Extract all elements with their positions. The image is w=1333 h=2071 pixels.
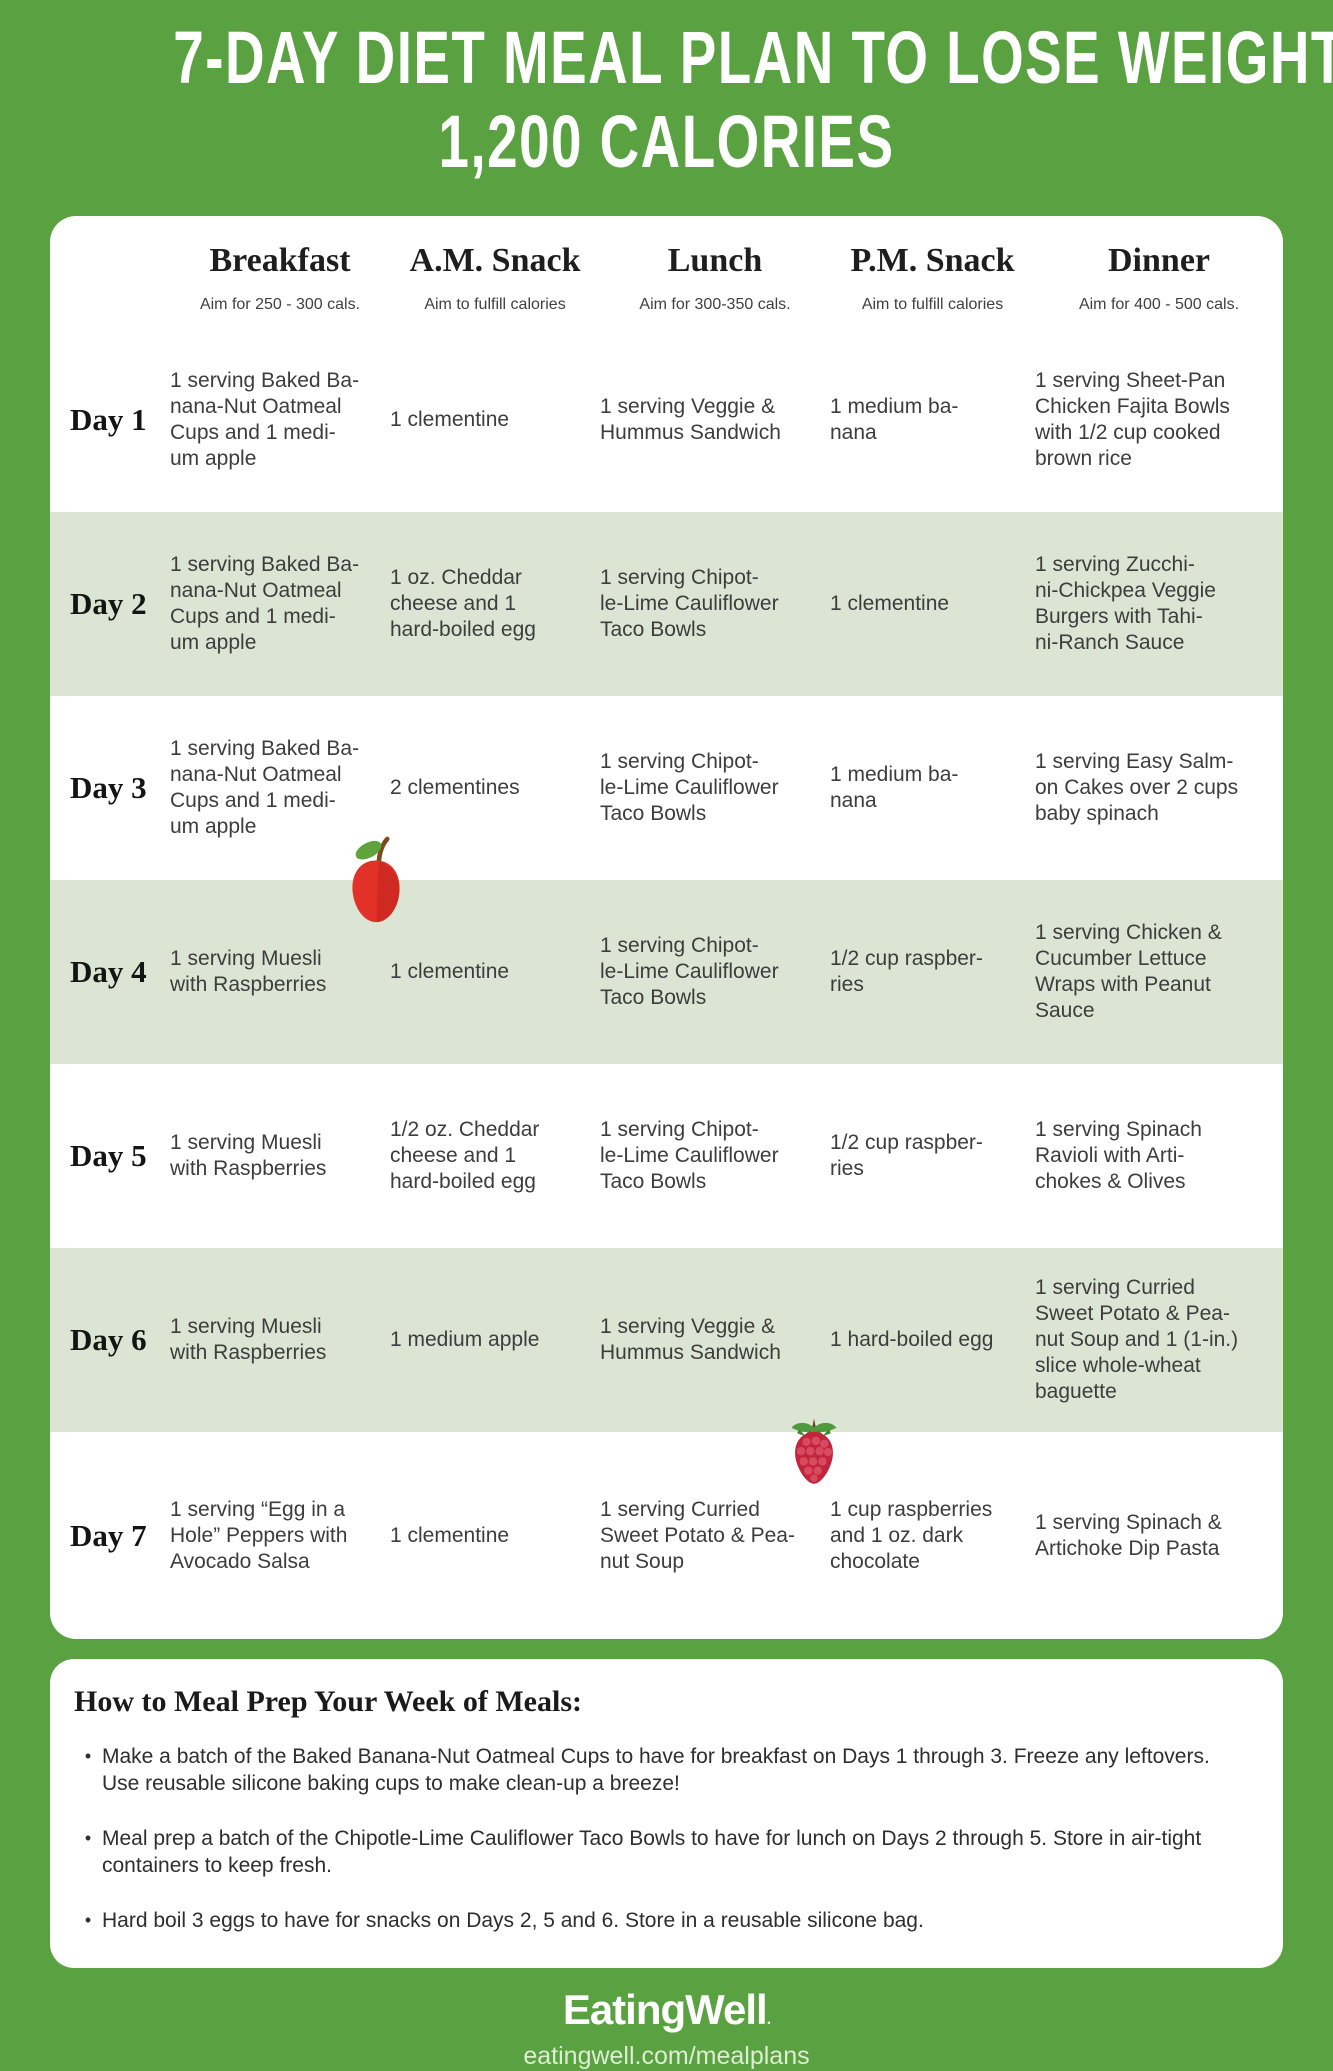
meal-cell-am-snack: 2 clementines (390, 776, 520, 799)
bullet-icon: • (84, 1910, 92, 1930)
day-label: Day 3 (70, 770, 147, 805)
column-subtext: Aim for 300-350 cals. (639, 296, 791, 313)
meal-cell-breakfast: 1 serving Muesli with Raspberries (170, 1131, 327, 1180)
meal-cell-pm-snack: 1 cup raspberries and 1 oz. dark chocola… (830, 1497, 993, 1573)
meal-cell-breakfast: 1 serving Baked Ba- nana-Nut Oatmeal Cup… (170, 553, 360, 654)
column-header-dinner: Dinner Aim for 400 - 500 cals. (1035, 242, 1283, 314)
meal-cell-am-snack: 1 clementine (390, 1523, 510, 1547)
meal-cell-pm-snack: 1 clementine (830, 592, 950, 615)
logo-mark: . (766, 2011, 772, 2028)
meal-cell-am-snack: 1 oz. Cheddar cheese and 1 hard-boiled e… (390, 566, 536, 641)
table-row-day-5: Day 5 1 serving Muesli with Raspberries … (50, 1064, 1283, 1248)
meal-prep-tip: Meal prep a batch of the Chipotle-Lime C… (102, 1827, 1202, 1877)
meal-cell-am-snack: 1 clementine (390, 408, 510, 431)
day-label: Day 1 (70, 402, 147, 437)
table-row-day-7: Day 7 1 serving “Egg in a Hole” Peppers … (50, 1432, 1283, 1639)
footer: EatingWell. eatingwell.com/mealplans (0, 1986, 1333, 2071)
table-row-day-4: Day 4 1 serving Muesli with Raspberries … (50, 880, 1283, 1064)
meal-cell-lunch: 1 serving Chipot- le-Lime Cauliflower Ta… (600, 566, 779, 641)
meal-cell-dinner: 1 serving Zucchi- ni-Chickpea Veggie Bur… (1035, 553, 1216, 654)
meal-cell-lunch: 1 serving Veggie & Hummus Sandwich (600, 1315, 781, 1364)
page-title-line-2: 1,200 CALORIES (438, 100, 895, 183)
meal-prep-list: • Make a batch of the Baked Banana-Nut O… (74, 1743, 1247, 1934)
meal-prep-tip: Hard boil 3 eggs to have for snacks on D… (102, 1909, 924, 1932)
meal-prep-heading: How to Meal Prep Your Week of Meals: (74, 1685, 582, 1718)
meal-cell-breakfast: 1 serving Muesli with Raspberries (170, 1315, 327, 1364)
meal-prep-tip: Make a batch of the Baked Banana-Nut Oat… (102, 1745, 1210, 1795)
meal-cell-dinner: 1 serving Easy Salm- on Cakes over 2 cup… (1035, 750, 1239, 825)
meal-plan-table: Breakfast Aim for 250 - 300 cals. A.M. S… (50, 216, 1283, 1639)
page-title-line-1: 7-DAY DIET MEAL PLAN TO LOSE WEIGHT: (173, 16, 1333, 99)
table-header-row: Breakfast Aim for 250 - 300 cals. A.M. S… (50, 216, 1283, 328)
meal-cell-dinner: 1 serving Spinach & Artichoke Dip Pasta (1035, 1510, 1222, 1560)
meal-cell-breakfast: 1 serving Baked Ba- nana-Nut Oatmeal Cup… (170, 737, 360, 838)
day-label: Day 6 (70, 1322, 147, 1357)
meal-prep-section: How to Meal Prep Your Week of Meals: • M… (50, 1659, 1283, 1968)
column-header-breakfast: Breakfast Aim for 250 - 300 cals. (170, 242, 390, 314)
raspberry-icon (791, 1418, 837, 1484)
meal-cell-dinner: 1 serving Chicken & Cucumber Lettuce Wra… (1035, 921, 1222, 1022)
column-subtext: Aim to fulfill calories (424, 296, 566, 313)
table-row-day-1: Day 1 1 serving Baked Ba- nana-Nut Oatme… (50, 328, 1283, 512)
column-label: Breakfast (209, 242, 351, 279)
column-label: P.M. Snack (850, 242, 1015, 279)
column-label: Dinner (1108, 242, 1210, 279)
meal-cell-lunch: 1 serving Curried Sweet Potato & Pea- nu… (600, 1497, 795, 1573)
bullet-icon: • (84, 1746, 92, 1766)
meal-cell-pm-snack: 1 hard-boiled egg (830, 1328, 994, 1351)
meal-cell-pm-snack: 1 medium ba- nana (830, 395, 959, 444)
eatingwell-logo-text: EatingWell (562, 1986, 768, 2033)
meal-cell-dinner: 1 serving Curried Sweet Potato & Pea- nu… (1035, 1276, 1239, 1403)
list-item: • Meal prep a batch of the Chipotle-Lime… (74, 1825, 1247, 1879)
table-row-day-3: Day 3 1 serving Baked Ba- nana-Nut Oatme… (50, 696, 1283, 880)
page-title: 7-DAY DIET MEAL PLAN TO LOSE WEIGHT: 1,2… (0, 0, 1333, 216)
column-subtext: Aim to fulfill calories (861, 296, 1004, 313)
meal-cell-dinner: 1 serving Sheet-Pan Chicken Fajita Bowls… (1035, 369, 1230, 470)
meal-cell-breakfast: 1 serving Muesli with Raspberries (170, 947, 327, 996)
bullet-icon: • (84, 1828, 92, 1848)
table-row-day-6: Day 6 1 serving Muesli with Raspberries … (50, 1248, 1283, 1432)
meal-cell-pm-snack: 1 medium ba- nana (830, 763, 959, 812)
day-label: Day 7 (70, 1517, 147, 1553)
column-label: A.M. Snack (409, 242, 581, 279)
day-label: Day 4 (70, 954, 147, 989)
site-url-link[interactable]: eatingwell.com/mealplans (523, 2042, 810, 2070)
meal-cell-breakfast: 1 serving “Egg in a Hole” Peppers with A… (170, 1497, 348, 1573)
eatingwell-logo: EatingWell. (0, 1986, 1333, 2034)
column-header-am-snack: A.M. Snack Aim to fulfill calories (390, 242, 600, 314)
column-label: Lunch (667, 242, 763, 279)
meal-cell-breakfast: 1 serving Baked Ba- nana-Nut Oatmeal Cup… (170, 369, 360, 470)
meal-cell-am-snack: 1 medium apple (390, 1328, 540, 1351)
column-header-pm-snack: P.M. Snack Aim to fulfill calories (830, 242, 1035, 314)
meal-cell-pm-snack: 1/2 cup raspber- ries (830, 947, 983, 996)
column-subtext: Aim for 400 - 500 cals. (1078, 296, 1240, 313)
column-subtext: Aim for 250 - 300 cals. (199, 296, 361, 313)
meal-cell-lunch: 1 serving Chipot- le-Lime Cauliflower Ta… (600, 934, 779, 1009)
list-item: • Hard boil 3 eggs to have for snacks on… (74, 1907, 1247, 1934)
meal-cell-pm-snack: 1/2 cup raspber- ries (830, 1131, 983, 1180)
meal-cell-lunch: 1 serving Veggie & Hummus Sandwich (600, 395, 781, 444)
list-item: • Make a batch of the Baked Banana-Nut O… (74, 1743, 1247, 1797)
day-label: Day 5 (70, 1138, 147, 1173)
meal-cell-am-snack: 1/2 oz. Cheddar cheese and 1 hard-boiled… (390, 1118, 540, 1193)
meal-cell-lunch: 1 serving Chipot- le-Lime Cauliflower Ta… (600, 1118, 779, 1193)
meal-cell-lunch: 1 serving Chipot- le-Lime Cauliflower Ta… (600, 750, 779, 825)
table-row-day-2: Day 2 1 serving Baked Ba- nana-Nut Oatme… (50, 512, 1283, 696)
column-header-lunch: Lunch Aim for 300-350 cals. (600, 242, 830, 314)
meal-cell-dinner: 1 serving Spinach Ravioli with Arti- cho… (1035, 1118, 1202, 1193)
day-label: Day 2 (70, 586, 147, 621)
meal-cell-am-snack: 1 clementine (390, 960, 510, 983)
apple-icon (352, 836, 400, 923)
